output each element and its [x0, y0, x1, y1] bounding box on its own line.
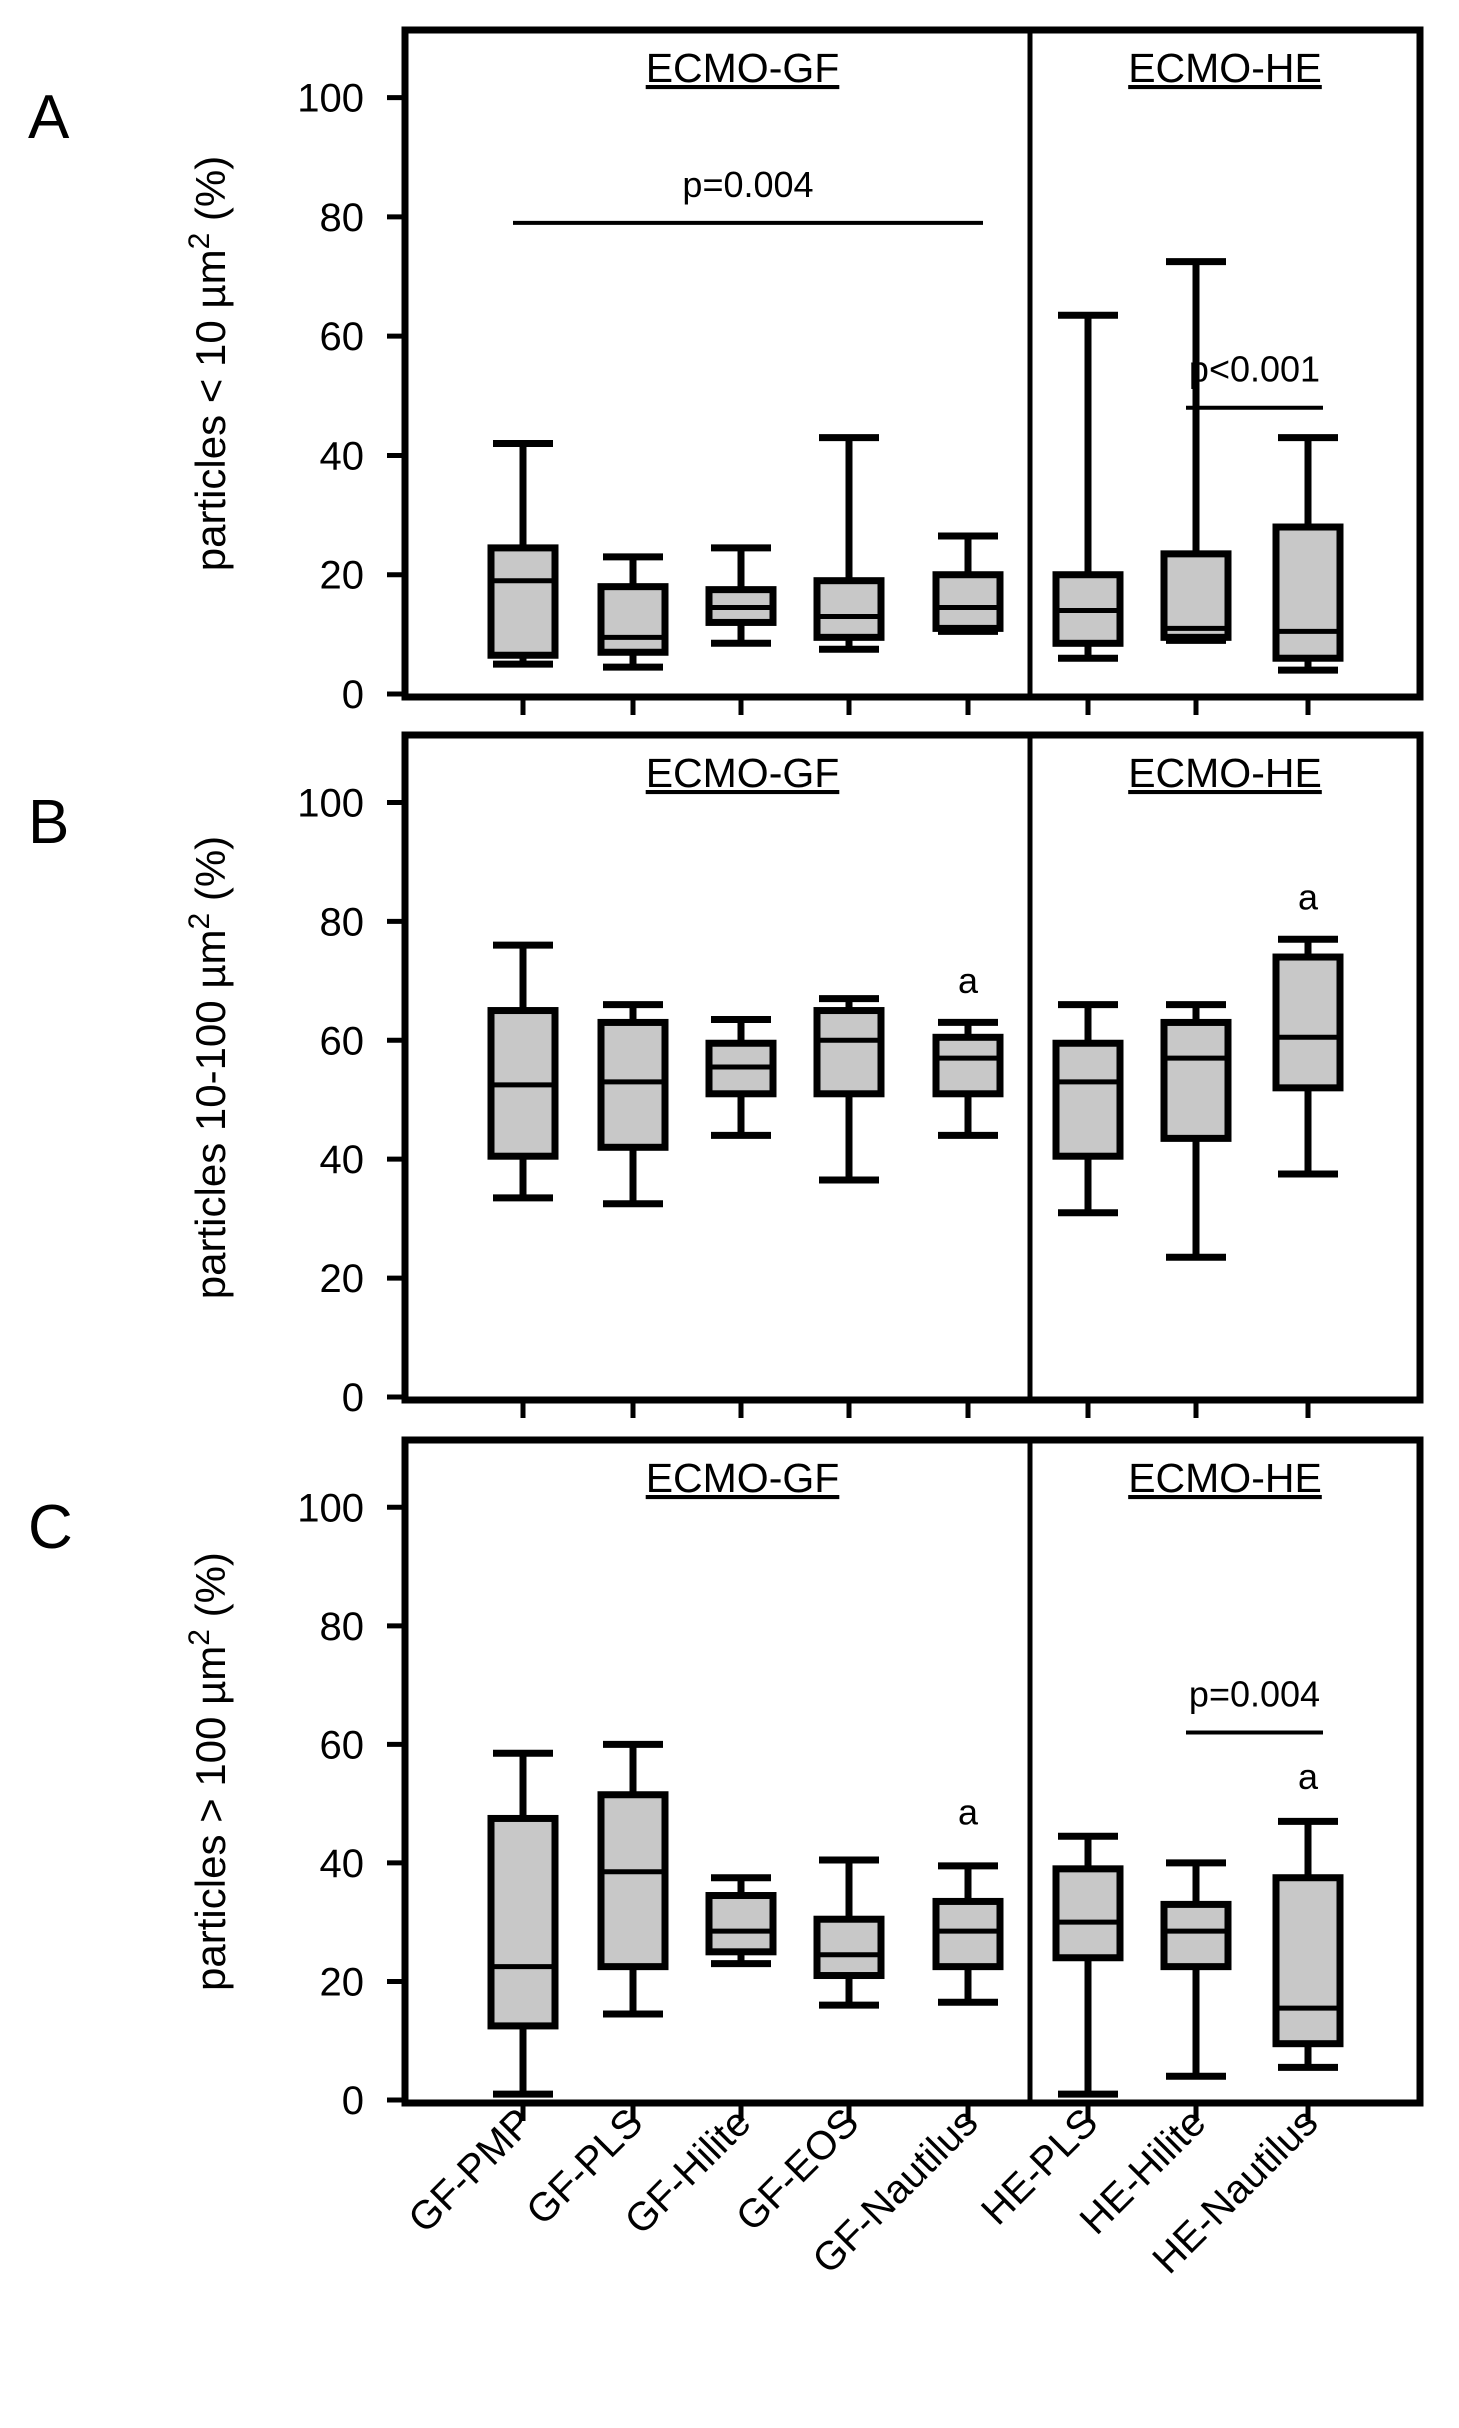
significance-letter: a	[1298, 877, 1319, 918]
y-tick-label: 80	[320, 900, 365, 944]
y-tick-label: 80	[320, 196, 365, 240]
iqr-box	[487, 544, 559, 659]
significance-letter: a	[958, 1792, 979, 1833]
iqr-box	[597, 1791, 669, 1971]
y-tick-label: 20	[320, 1257, 365, 1301]
iqr-box	[932, 1897, 1004, 1971]
iqr-box	[1272, 523, 1344, 662]
y-tick-label: 0	[342, 2079, 364, 2123]
p-value-label: p=0.004	[1189, 1674, 1320, 1715]
group-heading: ECMO-GF	[646, 45, 840, 91]
significance-letter: a	[958, 960, 979, 1001]
panel-a: A 0 20 40 60 80 100 particles < 10 µm2 (%) ECMO-…	[28, 26, 1424, 717]
group-heading: ECMO-HE	[1128, 750, 1322, 796]
iqr-box	[1272, 1874, 1344, 2048]
plot-frame	[401, 1436, 1424, 2107]
box-he-hilite	[1160, 1001, 1232, 1261]
iqr-box	[487, 1814, 559, 2030]
plot-frame	[401, 26, 1424, 701]
iqr-box	[1052, 1039, 1124, 1160]
box-gf-nautilus	[932, 1862, 1004, 2006]
y-tick-label: 40	[320, 1842, 365, 1886]
box-gf-eos	[813, 995, 885, 1184]
box-he-hilite	[1160, 258, 1232, 644]
p-value-label: p=0.004	[682, 164, 813, 205]
box-gf-pmp	[487, 440, 559, 668]
y-tick-label: 60	[320, 1723, 365, 1767]
iqr-box	[597, 1018, 669, 1151]
y-tick-label: 20	[320, 554, 365, 598]
panel-c: C 0 20 40 60 80 100 particles > 100 µm2 (%) ECMO…	[28, 1436, 1424, 2123]
iqr-box	[932, 571, 1004, 632]
box-he-pls	[1052, 1001, 1124, 1217]
y-tick-label: 40	[320, 1138, 365, 1182]
plot-frame	[401, 731, 1424, 1404]
y-axis-label: particles 10-100 µm2 (%)	[183, 836, 234, 1299]
iqr-box	[813, 1915, 885, 1980]
y-tick-label: 100	[297, 77, 364, 121]
group-heading: ECMO-HE	[1128, 1455, 1322, 1501]
iqr-box	[1160, 1018, 1232, 1142]
iqr-box	[1160, 550, 1232, 641]
box-gf-pls	[597, 553, 669, 671]
box-gf-hilite	[705, 1015, 777, 1139]
iqr-box	[1052, 1865, 1124, 1962]
iqr-box	[1160, 1900, 1232, 1971]
iqr-box	[1272, 953, 1344, 1092]
box-gf-hilite	[705, 544, 777, 647]
iqr-box	[705, 1892, 777, 1956]
panel-letter: A	[28, 83, 70, 152]
group-heading: ECMO-HE	[1128, 45, 1322, 91]
box-gf-eos	[813, 434, 885, 653]
box-he-nautilus	[1272, 1817, 1344, 2071]
y-tick-label: 60	[320, 1019, 365, 1063]
box-he-hilite	[1160, 1859, 1232, 2080]
box-gf-pmp	[487, 941, 559, 1202]
x-axis-labels: GF-PMPGF-PLSGF-HiliteGF-EOSGF-NautilusHE…	[400, 2100, 1326, 2282]
y-tick-label: 60	[320, 315, 365, 359]
y-tick-label: 0	[342, 673, 364, 717]
box-he-nautilus	[1272, 434, 1344, 674]
group-heading: ECMO-GF	[646, 1455, 840, 1501]
box-gf-nautilus	[932, 1018, 1004, 1139]
y-axis-label: particles > 100 µm2 (%)	[183, 1552, 234, 1991]
iqr-box	[813, 1007, 885, 1098]
y-tick-label: 80	[320, 1605, 365, 1649]
iqr-box	[932, 1033, 1004, 1098]
box-gf-pmp	[487, 1749, 559, 2098]
box-gf-eos	[813, 1856, 885, 2009]
box-he-pls	[1052, 311, 1124, 662]
box-he-pls	[1052, 1832, 1124, 2098]
y-tick-label: 20	[320, 1960, 365, 2004]
box-gf-pls	[597, 1740, 669, 2018]
panel-letter: B	[28, 788, 69, 857]
iqr-box	[813, 577, 885, 641]
y-tick-label: 100	[297, 1486, 364, 1530]
y-axis-label: particles < 10 µm2 (%)	[183, 156, 234, 572]
box-gf-hilite	[705, 1874, 777, 1968]
box-gf-nautilus	[932, 532, 1004, 635]
iqr-box	[597, 583, 669, 656]
y-tick-label: 0	[342, 1376, 364, 1420]
group-heading: ECMO-GF	[646, 750, 840, 796]
box-he-nautilus	[1272, 935, 1344, 1178]
box-gf-pls	[597, 1001, 669, 1208]
p-value-label: p<0.001	[1189, 349, 1320, 390]
panel-b: B 0 20 40 60 80 100 particles 10-100 µm2 (%) ECM…	[28, 731, 1424, 1420]
y-tick-label: 100	[297, 781, 364, 825]
y-tick-label: 40	[320, 434, 365, 478]
panel-letter: C	[28, 1493, 73, 1562]
significance-letter: a	[1298, 1756, 1319, 1797]
x-tick-label: GF-PMP	[400, 2100, 541, 2241]
